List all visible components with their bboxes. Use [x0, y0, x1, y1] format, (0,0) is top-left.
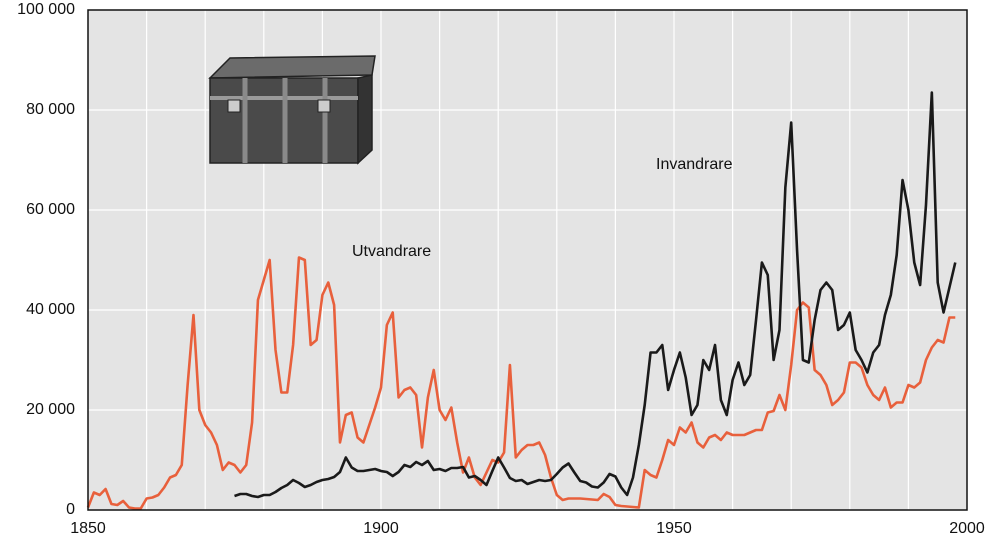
series-label: Invandrare [656, 156, 733, 173]
y-tick-label: 100 000 [17, 1, 75, 18]
y-tick-label: 40 000 [26, 301, 75, 318]
lines [86, 91, 957, 510]
y-tick-label: 60 000 [26, 201, 75, 218]
series-line [234, 91, 957, 499]
x-tick-label: 2000 [949, 520, 985, 537]
trunk-lock [317, 99, 331, 113]
trunk-lid [208, 55, 376, 79]
trunk-lock [227, 99, 241, 113]
x-tick-label: 1850 [70, 520, 106, 537]
y-tick-label: 0 [66, 501, 75, 518]
x-tick-label: 1950 [656, 520, 692, 537]
plot-frame [87, 9, 968, 511]
trunk-side [357, 74, 373, 165]
y-tick-label: 80 000 [26, 101, 75, 118]
series-line [86, 256, 956, 510]
x-tick-label: 1900 [363, 520, 399, 537]
trunk-illustration [208, 55, 376, 165]
series-label: Utvandrare [352, 243, 431, 260]
y-tick-label: 20 000 [26, 401, 75, 418]
